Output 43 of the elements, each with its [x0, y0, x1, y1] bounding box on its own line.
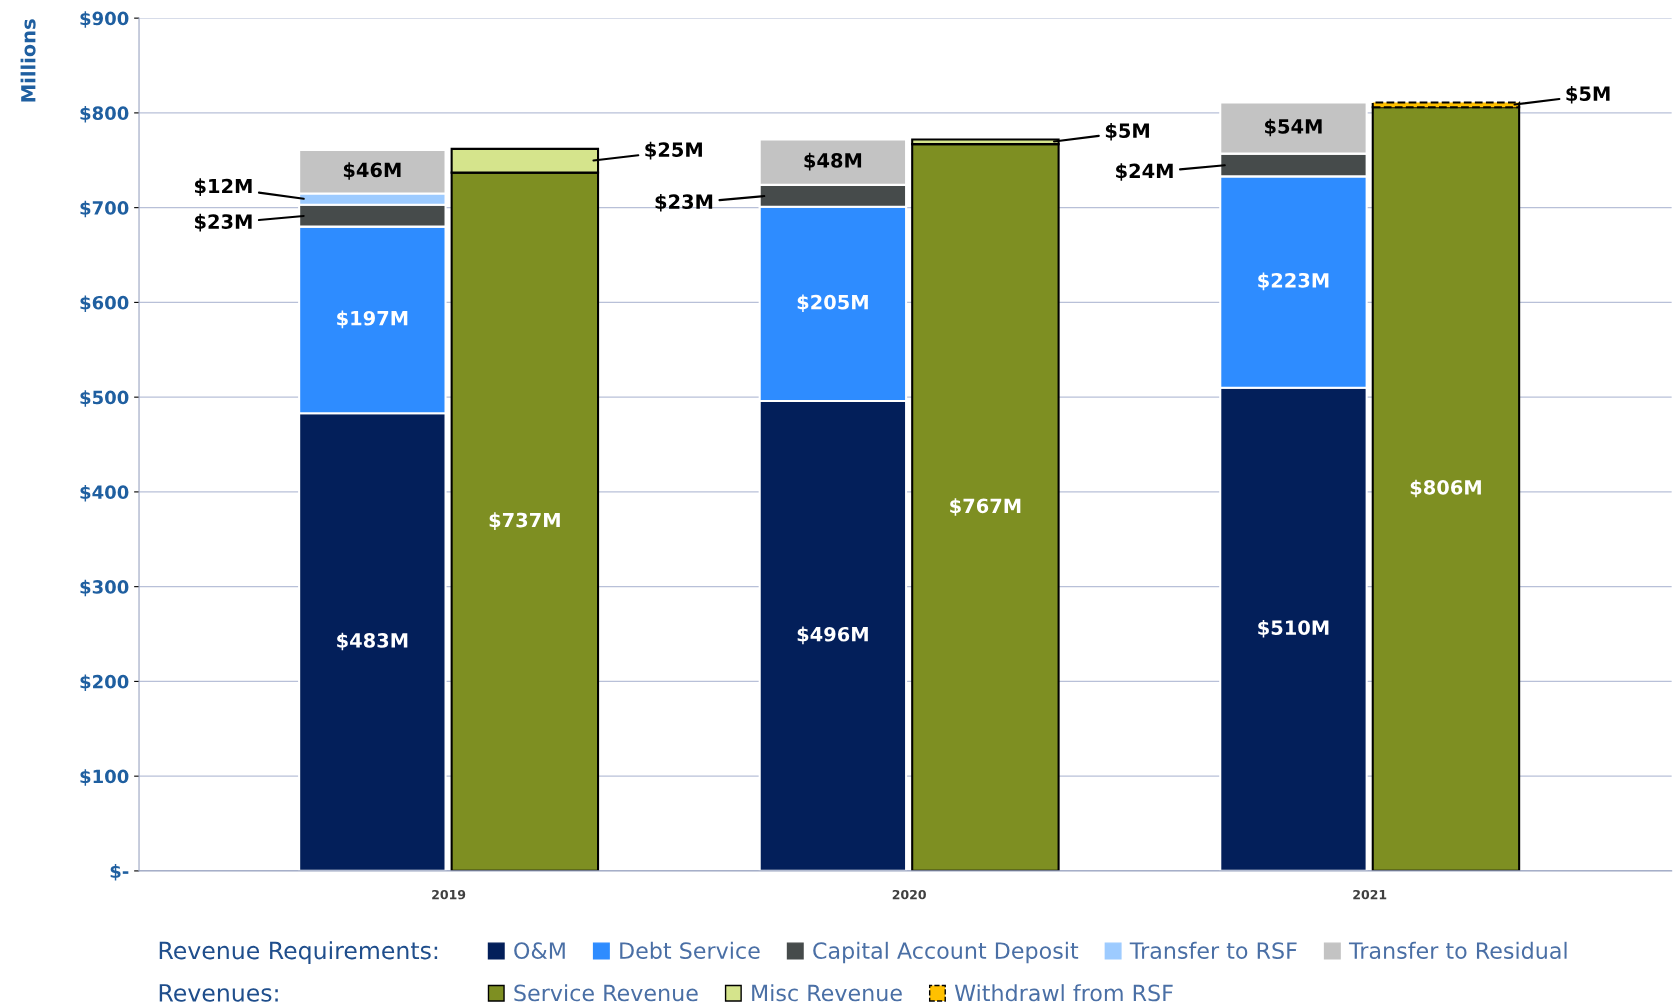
text: Revenues:: [159, 984, 278, 1002]
data-label: $737M: [489, 512, 560, 530]
data-label: $767M: [950, 498, 1021, 516]
legend-label: Debt Service: [620, 941, 760, 960]
data-label: $23M: [655, 193, 713, 212]
data-label: $205M: [797, 294, 868, 313]
legend-label: Misc Revenue: [752, 984, 902, 1002]
data-label: $24M: [1116, 163, 1173, 181]
data-label: $5M: [1566, 85, 1610, 104]
y-tick-label: $500: [80, 390, 129, 407]
legend-label: Withdrawl from RSF: [954, 984, 1173, 1002]
y-tick-label: $400: [80, 485, 129, 502]
y-tick-label: $300: [80, 579, 129, 597]
y-tick-label: $600: [80, 295, 129, 312]
legend-label: Capital Account Deposit: [813, 941, 1079, 964]
y-tick-label: $100: [80, 769, 129, 786]
y-tick-label: $700: [80, 200, 129, 218]
legend-label: Transfer to RSF: [1129, 941, 1297, 960]
legend-label: Transfer to Residual: [1348, 941, 1567, 960]
legend-label: O&M: [514, 942, 565, 960]
data-label: $197M: [337, 310, 408, 329]
data-label: $12M: [194, 178, 252, 196]
data-label: $54M: [1265, 118, 1322, 137]
data-label: $223M: [1258, 272, 1329, 291]
y-tick-label: $900: [80, 11, 129, 28]
y-tick-label: $200: [80, 674, 129, 691]
data-label: $25M: [645, 141, 702, 160]
y-tick-label: $-: [110, 864, 129, 881]
data-label: $496M: [797, 626, 868, 645]
data-label: $483M: [337, 632, 408, 651]
y-tick-label: $800: [80, 106, 129, 123]
y-axis-title: Millions: [20, 19, 36, 102]
data-label: $48M: [804, 152, 862, 171]
data-label: $46M: [343, 162, 401, 180]
text: 2021: [1353, 889, 1387, 900]
text: Revenue Requirements:: [159, 941, 438, 964]
text: 2019: [432, 889, 466, 900]
data-label: $5M: [1105, 122, 1149, 141]
data-label: $510M: [1258, 619, 1329, 638]
legend-label: Service Revenue: [514, 984, 698, 1002]
data-label: $806M: [1410, 479, 1481, 498]
text: 2020: [892, 889, 926, 900]
data-label: $23M: [194, 213, 252, 232]
